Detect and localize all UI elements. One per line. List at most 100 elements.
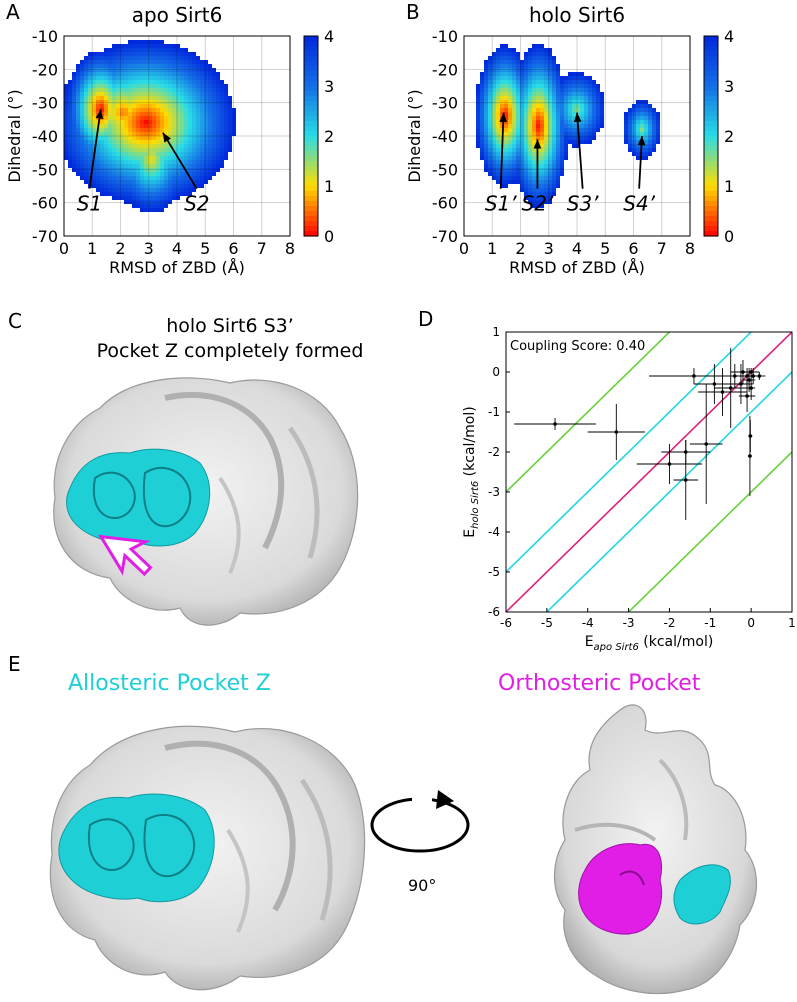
density-cell <box>544 160 548 164</box>
density-cell <box>124 172 128 176</box>
density-cell <box>548 104 552 108</box>
density-cell <box>600 112 604 116</box>
density-cell <box>232 132 236 136</box>
density-cell <box>164 172 168 176</box>
density-cell <box>200 132 204 136</box>
density-cell <box>204 176 208 180</box>
density-cell <box>68 84 72 88</box>
density-cell <box>164 176 168 180</box>
density-cell <box>532 108 536 112</box>
density-cell <box>84 72 88 76</box>
density-cell <box>116 164 120 168</box>
density-cell <box>512 116 516 120</box>
colorbar-segment <box>304 221 318 227</box>
colorbar-segment <box>704 221 718 227</box>
density-cell <box>488 108 492 112</box>
density-cell <box>148 196 152 200</box>
density-cell <box>140 200 144 204</box>
y-tick-label: -60 <box>32 194 58 213</box>
density-cell <box>156 52 160 56</box>
density-cell <box>532 204 536 208</box>
density-cell <box>80 60 84 64</box>
density-cell <box>504 72 508 76</box>
density-cell <box>104 172 108 176</box>
density-cell <box>80 152 84 156</box>
density-cell <box>124 80 128 84</box>
density-cell <box>504 68 508 72</box>
density-cell <box>108 88 112 92</box>
density-cell <box>220 160 224 164</box>
density-cell <box>644 104 648 108</box>
density-cell <box>140 64 144 68</box>
density-cell <box>188 180 192 184</box>
density-cell <box>196 112 200 116</box>
density-cell <box>508 140 512 144</box>
density-cell <box>508 144 512 148</box>
density-cell <box>204 76 208 80</box>
density-cell <box>520 188 524 192</box>
density-cell <box>648 140 652 144</box>
density-cell <box>92 92 96 96</box>
density-cell <box>160 48 164 52</box>
density-cell <box>528 152 532 156</box>
density-cell <box>64 140 68 144</box>
density-cell <box>532 48 536 52</box>
density-cell <box>84 160 88 164</box>
density-cell <box>528 68 532 72</box>
density-cell <box>220 152 224 156</box>
density-cell <box>96 76 100 80</box>
density-cell <box>128 88 132 92</box>
density-cell <box>180 116 184 120</box>
density-cell <box>596 100 600 104</box>
density-cell <box>636 112 640 116</box>
density-cell <box>104 192 108 196</box>
density-cell <box>200 160 204 164</box>
density-cell <box>88 116 92 120</box>
density-cell <box>84 168 88 172</box>
density-cell <box>116 52 120 56</box>
density-cell <box>188 68 192 72</box>
density-cell <box>196 132 200 136</box>
density-cell <box>96 120 100 124</box>
density-cell <box>116 180 120 184</box>
density-cell <box>64 108 68 112</box>
colorbar-segment <box>704 231 718 237</box>
density-cell <box>112 184 116 188</box>
density-cell <box>196 104 200 108</box>
density-cell <box>172 180 176 184</box>
density-cell <box>184 124 188 128</box>
density-cell <box>556 100 560 104</box>
density-cell <box>500 108 504 112</box>
colorbar-segment <box>304 161 318 167</box>
density-cell <box>76 160 80 164</box>
density-cell <box>536 92 540 96</box>
density-cell <box>220 132 224 136</box>
density-cell <box>552 152 556 156</box>
density-cell <box>484 84 488 88</box>
density-cell <box>112 80 116 84</box>
density-cell <box>208 76 212 80</box>
density-cell <box>176 168 180 172</box>
density-cell <box>568 112 572 116</box>
density-cell <box>476 124 480 128</box>
density-cell <box>576 72 580 76</box>
density-cell <box>80 108 84 112</box>
density-cell <box>528 128 532 132</box>
annotation-arrowhead <box>533 139 542 149</box>
density-cell <box>128 64 132 68</box>
x-axis-label: RMSD of ZBD (Å) <box>509 258 645 277</box>
density-cell <box>168 180 172 184</box>
density-cell <box>200 176 204 180</box>
density-cell <box>132 40 136 44</box>
data-point <box>692 374 696 378</box>
density-cell <box>132 76 136 80</box>
density-cell <box>128 148 132 152</box>
density-cell <box>172 112 176 116</box>
density-cell <box>136 132 140 136</box>
density-cell <box>68 136 72 140</box>
colorbar-segment <box>704 101 718 107</box>
density-cell <box>196 100 200 104</box>
density-cell <box>144 40 148 44</box>
